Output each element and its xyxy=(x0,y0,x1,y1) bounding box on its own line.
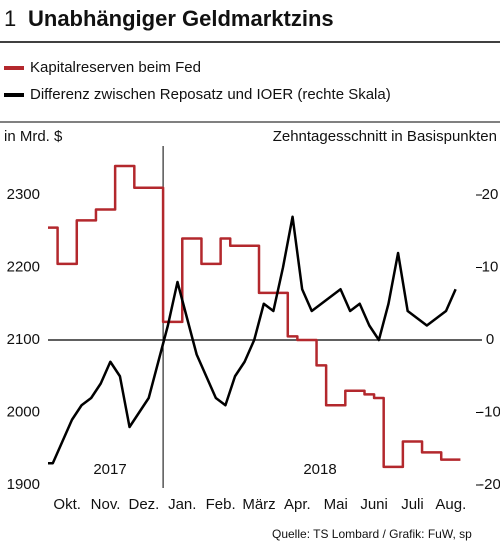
legend-label: Differenz zwischen Reposatz und IOER (re… xyxy=(30,86,391,103)
y2-tick-label: -20 xyxy=(479,476,500,493)
source: Quelle: TS Lombard / Grafik: FuW, sp xyxy=(272,527,472,541)
x-tick-label: Aug. xyxy=(435,496,466,513)
y-tick-label: 1900 xyxy=(7,476,40,493)
y-axis-label: in Mrd. $ xyxy=(4,128,63,145)
chart-title: Unabhängiger Geldmarktzins xyxy=(28,6,334,31)
y2-axis-label: Zehntagesschnitt in Basispunkten xyxy=(273,128,497,145)
series-line xyxy=(48,164,461,469)
y-tick-label: 2100 xyxy=(7,331,40,348)
annotation: 2017 xyxy=(93,461,126,478)
legend-label: Kapitalreserven beim Fed xyxy=(30,59,201,76)
y2-tick-label: 0 xyxy=(486,331,494,348)
x-tick-label: Juni xyxy=(360,496,388,513)
y-tick-label: 2300 xyxy=(7,186,40,203)
x-tick-label: Juli xyxy=(401,496,424,513)
x-tick-label: Okt. xyxy=(53,496,81,513)
y-tick-label: 2200 xyxy=(7,258,40,275)
x-tick-label: Mai xyxy=(324,496,348,513)
annotation: 2018 xyxy=(303,461,336,478)
y2-tick-label: 20 xyxy=(482,186,499,203)
x-tick-label: Feb. xyxy=(206,496,236,513)
x-tick-label: Nov. xyxy=(91,496,121,513)
y-tick-label: 2000 xyxy=(7,403,40,420)
x-tick-label: Jan. xyxy=(168,496,196,513)
y2-tick-label: -10 xyxy=(479,403,500,420)
x-tick-label: Apr. xyxy=(284,496,311,513)
y2-tick-label: 10 xyxy=(482,258,499,275)
series-line xyxy=(48,215,457,465)
x-tick-label: Dez. xyxy=(128,496,159,513)
chart-number: 1 xyxy=(4,6,16,31)
x-tick-label: März xyxy=(242,496,275,513)
